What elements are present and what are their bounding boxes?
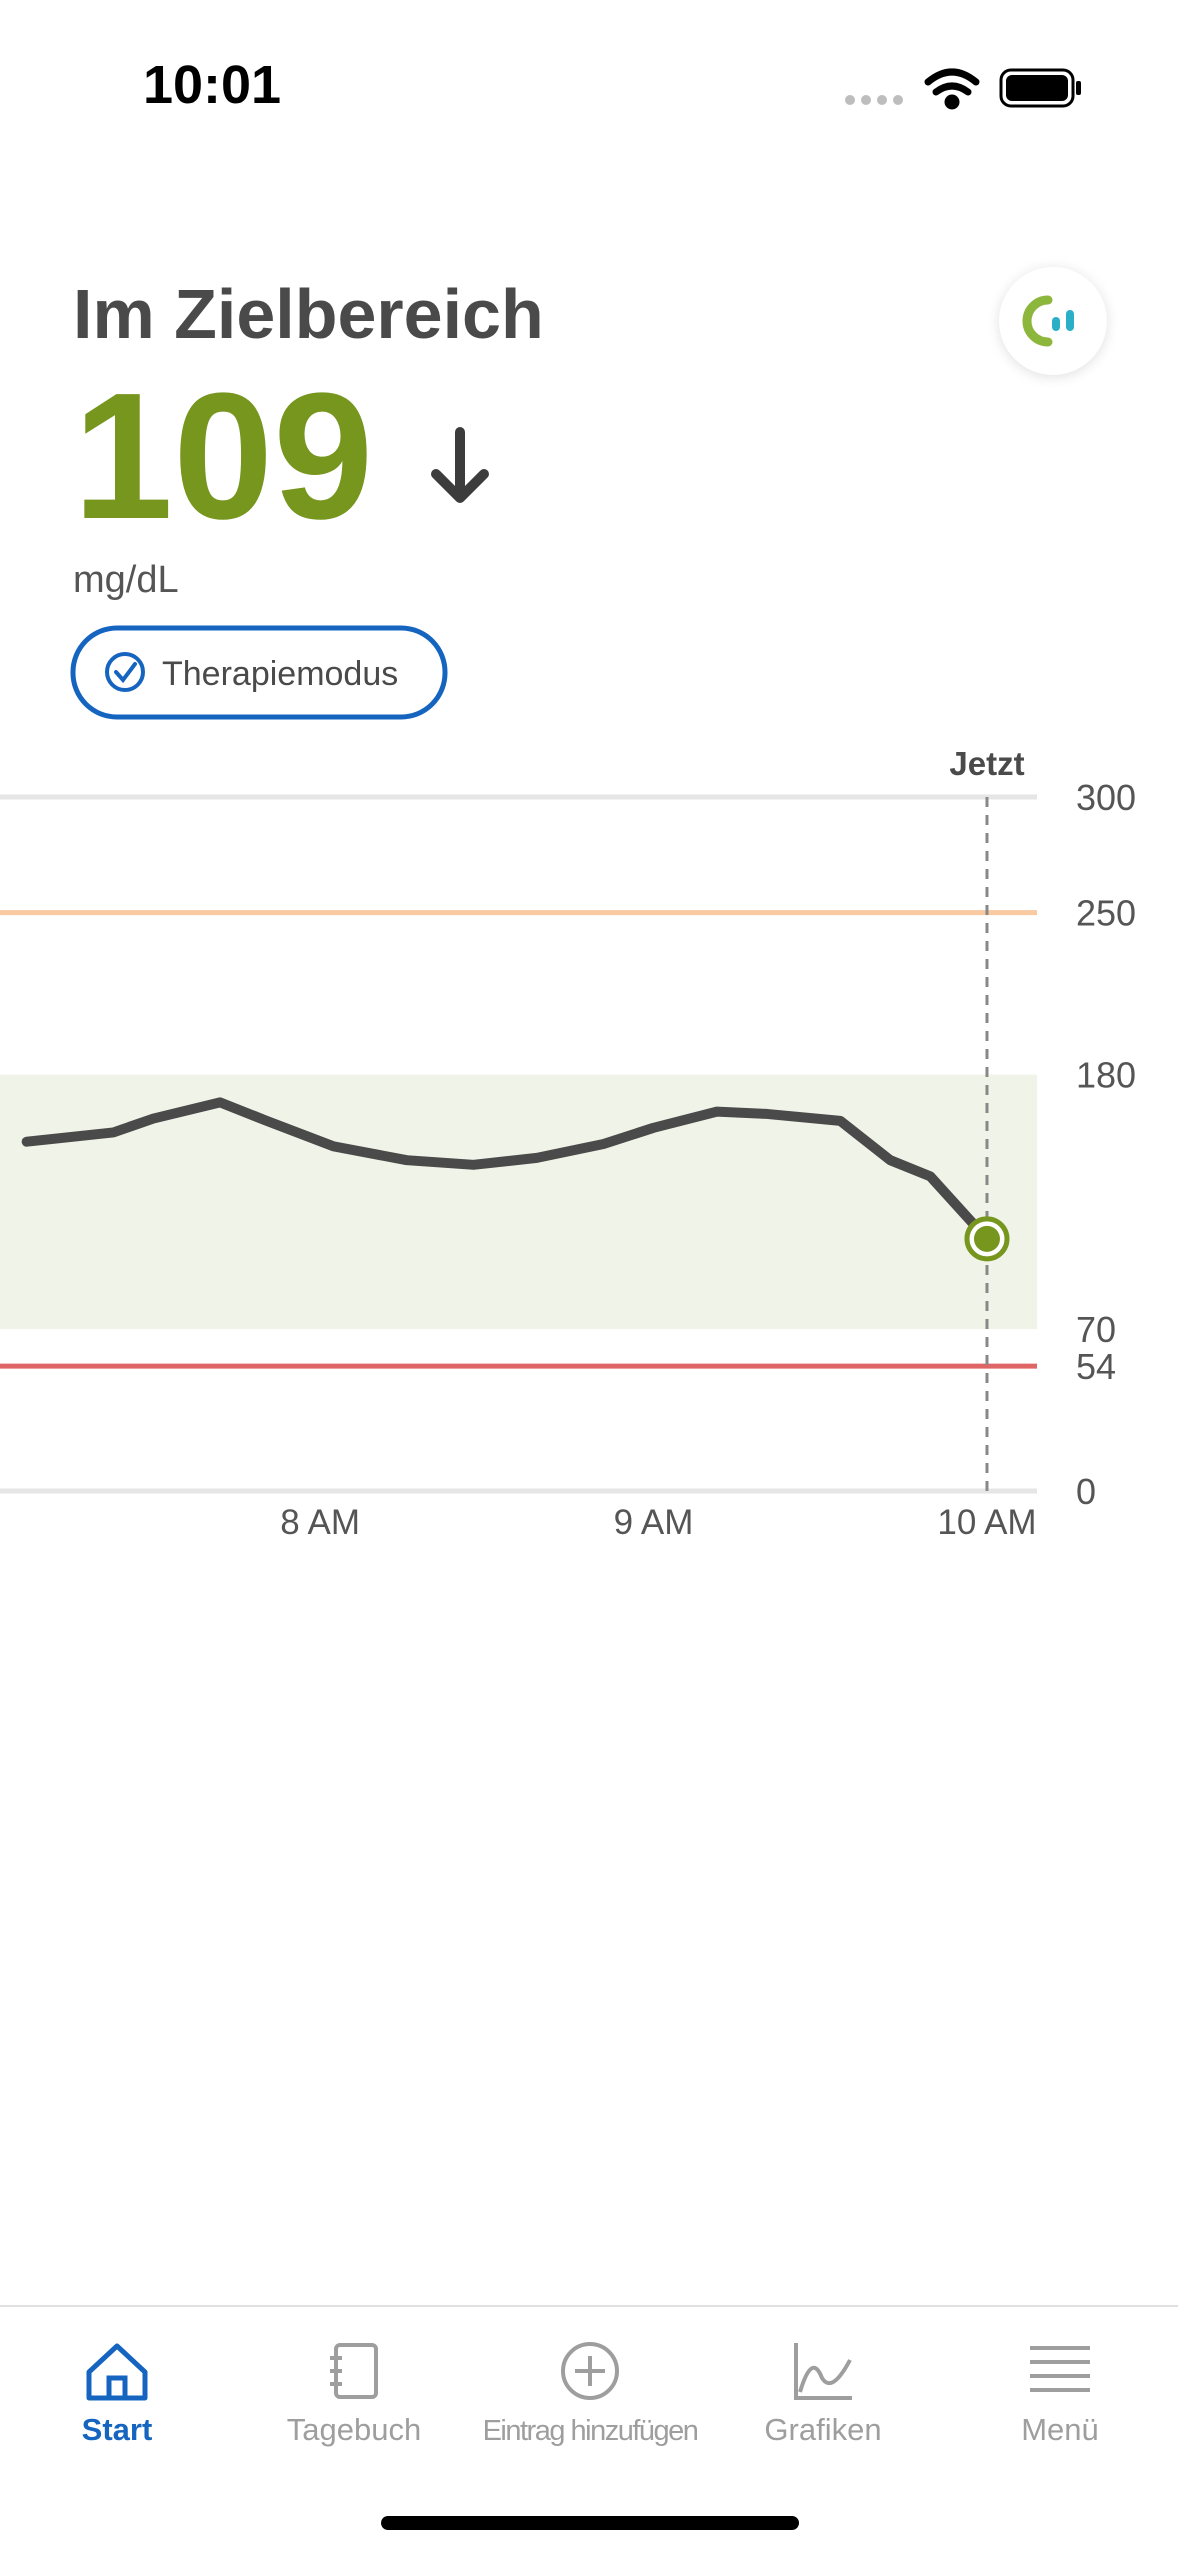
nav-label: Tagebuch	[287, 2412, 421, 2447]
nav-add-entry[interactable]: Eintrag hinzufügen	[483, 2342, 699, 2447]
nav-label: Menü	[1021, 2412, 1099, 2447]
nav-label: Start	[82, 2412, 153, 2447]
y-tick-label: 54	[1076, 1346, 1116, 1387]
now-label: Jetzt	[949, 745, 1024, 782]
glucose-value: 109	[73, 356, 373, 557]
x-tick-label: 9 AM	[614, 1503, 694, 1542]
therapy-mode-pill[interactable]: Therapiemodus	[70, 625, 448, 720]
therapy-mode-label: Therapiemodus	[162, 655, 398, 693]
nav-menu[interactable]: Menü	[1021, 2346, 1099, 2447]
x-tick-label: 8 AM	[280, 1503, 360, 1542]
nav-label: Eintrag hinzufügen	[483, 2415, 698, 2447]
wifi-icon	[924, 68, 980, 110]
trend-arrow	[431, 427, 489, 503]
nav-start[interactable]: Start	[82, 2343, 153, 2447]
x-tick-label: 10 AM	[937, 1503, 1036, 1542]
y-tick-label: 250	[1076, 893, 1136, 934]
nav-graphs[interactable]: Grafiken	[764, 2343, 882, 2447]
signal-dots	[845, 95, 903, 105]
y-tick-label: 0	[1076, 1471, 1096, 1512]
unit-label: mg/dL	[73, 559, 179, 601]
range-status: Im Zielbereich	[73, 275, 544, 353]
y-tick-label: 180	[1076, 1055, 1136, 1096]
battery-icon	[999, 68, 1081, 108]
status-time: 10:01	[143, 55, 281, 115]
glucose-line	[21, 1097, 992, 1244]
current-reading-dot	[973, 1225, 1000, 1252]
nav-diary[interactable]: Tagebuch	[287, 2343, 421, 2447]
app-logo-button[interactable]	[999, 267, 1107, 375]
target-range-band	[0, 1074, 1037, 1330]
home-indicator	[381, 2516, 799, 2530]
y-tick-label: 300	[1076, 777, 1136, 818]
y-tick-label: 70	[1076, 1309, 1116, 1350]
nav-label: Grafiken	[764, 2412, 881, 2447]
